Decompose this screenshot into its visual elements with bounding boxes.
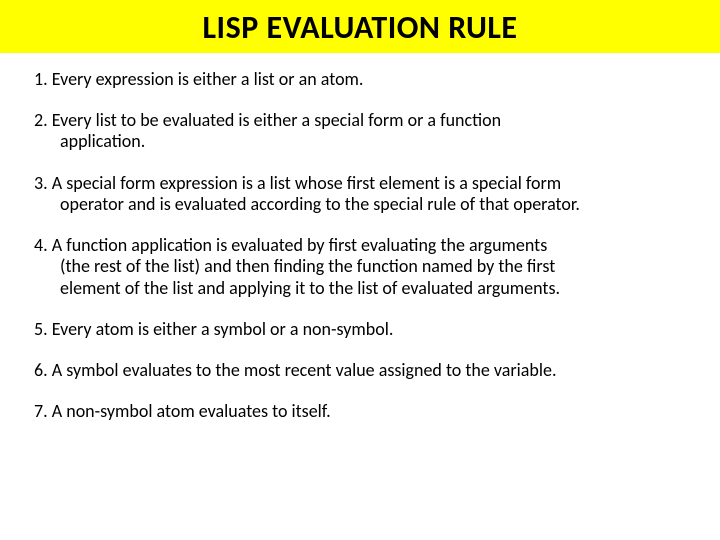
rule-7-text: A non-symbol atom evaluates to itself. [52,400,331,422]
rule-5: 5. Every atom is either a symbol or a no… [34,319,686,340]
rule-2-line2: application. [34,131,686,152]
rule-4: 4. A function application is evaluated b… [34,235,686,299]
rule-3-line2: operator and is evaluated according to t… [34,194,686,215]
rule-2-number: 2. [34,109,48,131]
page-title: LISP EVALUATION RULE [0,8,720,47]
rule-5-number: 5. [34,318,48,340]
rule-6-text: A symbol evaluates to the most recent va… [52,359,557,381]
rule-3: 3. A special form expression is a list w… [34,173,686,215]
title-bar: LISP EVALUATION RULE [0,0,720,53]
rule-1-number: 1. [34,68,48,90]
rule-6-number: 6. [34,359,48,381]
rule-5-text: Every atom is either a symbol or a non-s… [52,318,394,340]
rule-7-number: 7. [34,400,48,422]
rule-3-number: 3. [34,172,48,194]
rule-1: 1. Every expression is either a list or … [34,69,686,90]
rule-2-line1: Every list to be evaluated is either a s… [52,109,501,131]
rule-4-number: 4. [34,234,48,256]
rule-4-line1: A function application is evaluated by f… [52,234,548,256]
rule-1-text: Every expression is either a list or an … [52,68,364,90]
rule-4-line2: (the rest of the list) and then finding … [34,256,686,277]
rule-2: 2. Every list to be evaluated is either … [34,110,686,152]
rule-7: 7. A non-symbol atom evaluates to itself… [34,401,686,422]
rules-content: 1. Every expression is either a list or … [0,53,720,423]
rule-4-line3: element of the list and applying it to t… [34,278,686,299]
rule-6: 6. A symbol evaluates to the most recent… [34,360,686,381]
rule-3-line1: A special form expression is a list whos… [52,172,561,194]
